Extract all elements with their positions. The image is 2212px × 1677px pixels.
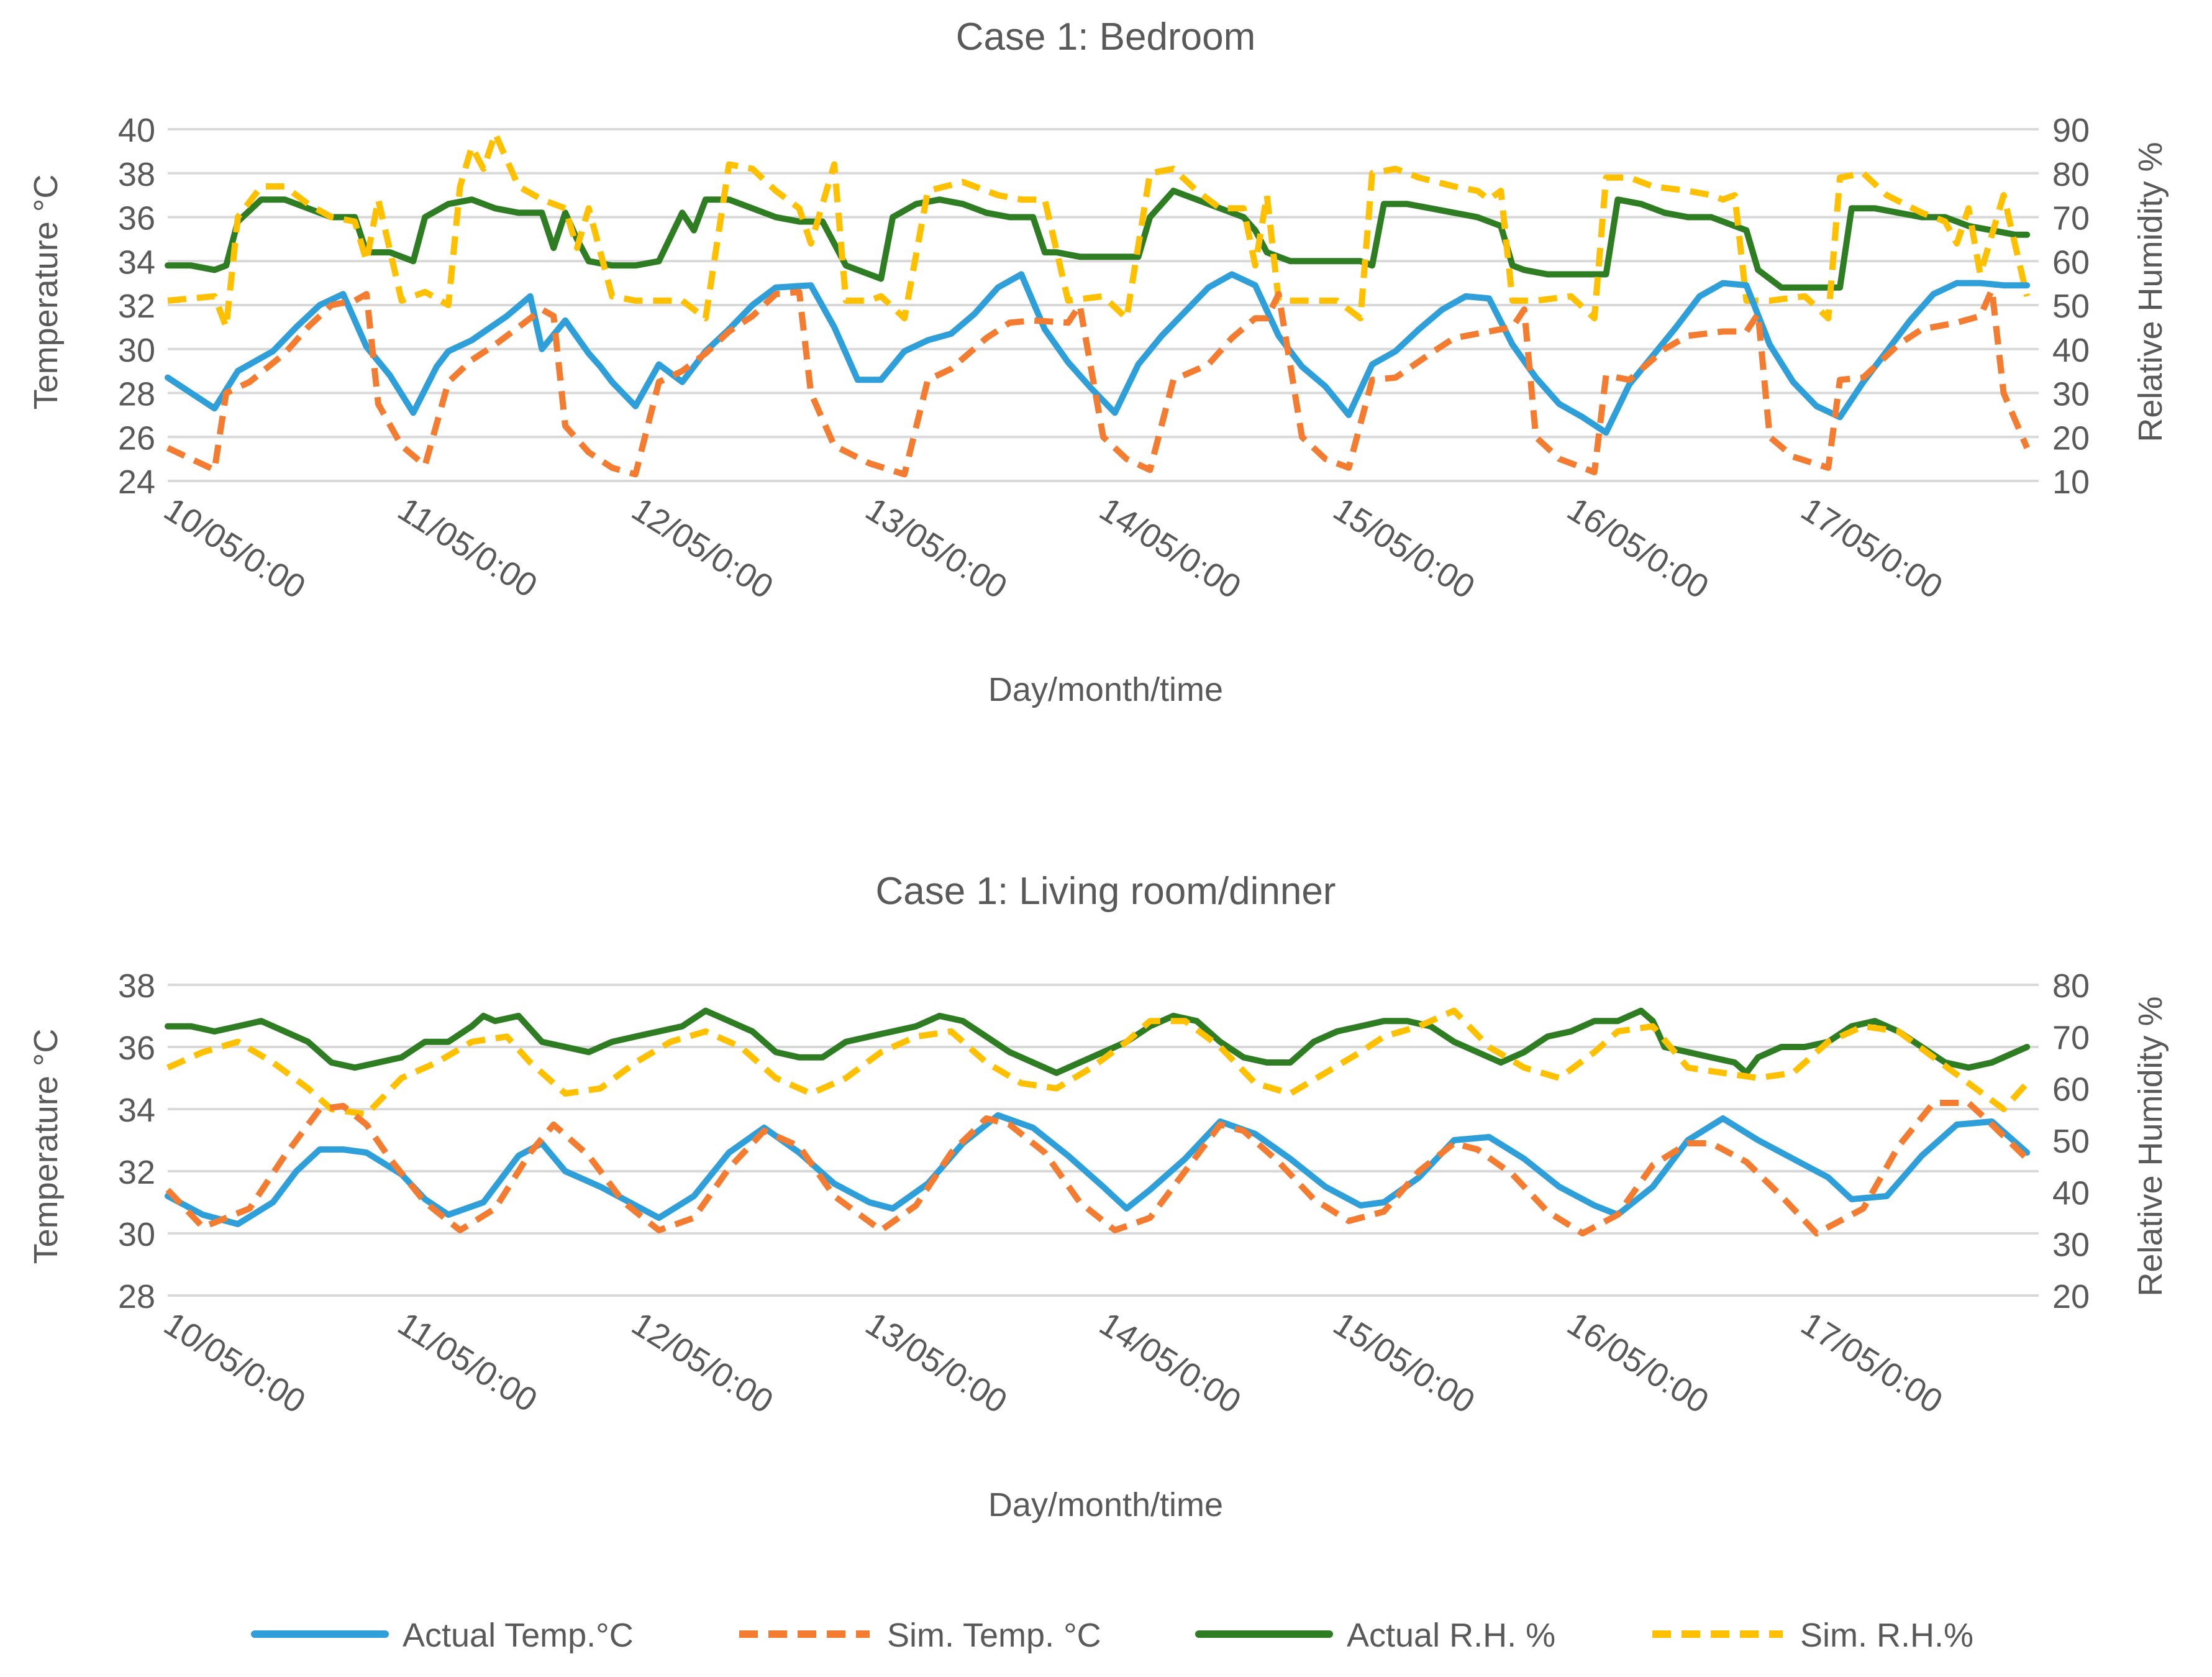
left-axis-ticks: 24 26 28 30 32 34 36 38 40: [118, 112, 155, 501]
y-tick-label: 38: [118, 967, 155, 1005]
x-tick-label: 17/05/0:00: [1795, 490, 1949, 606]
x-tick-label: 16/05/0:00: [1561, 490, 1715, 606]
y-tick-label: 32: [118, 1154, 155, 1191]
legend-item-actual-rh: Actual R.H. %: [1195, 1617, 1555, 1654]
legend: Actual Temp.°C Sim. Temp. °C Actual R.H.…: [251, 1617, 1973, 1654]
x-tick-label: 14/05/0:00: [1093, 490, 1247, 606]
x-tick-label: 16/05/0:00: [1561, 1305, 1715, 1420]
gridlines: [168, 984, 2039, 1297]
y-tick-label: 26: [118, 419, 155, 457]
y2-tick-label: 40: [2052, 1174, 2090, 1212]
x-axis-label: Day/month/time: [988, 1486, 1223, 1524]
y-tick-label: 30: [118, 1216, 155, 1253]
y-tick-label: 24: [118, 464, 155, 501]
y-tick-label: 36: [118, 200, 155, 237]
y-tick-label: 40: [118, 112, 155, 149]
y2-tick-label: 10: [2052, 464, 2090, 501]
series-line-sim-rh: [166, 1007, 2029, 1118]
right-axis-ticks: 20 30 40 50 60 70 80: [2052, 967, 2090, 1315]
x-tick-label: 10/05/0:00: [158, 490, 312, 606]
right-axis-label: Relative Humidity %: [2132, 996, 2169, 1296]
left-axis-ticks: 28 30 32 34 36 38: [118, 967, 155, 1315]
series-line-sim-temp: [165, 1100, 2029, 1236]
y-tick-label: 34: [118, 244, 155, 281]
legend-label: Actual Temp.°C: [403, 1617, 634, 1654]
series-line-actual-temp: [165, 271, 2031, 436]
legend-label: Sim. Temp. °C: [887, 1617, 1101, 1654]
legend-label: Sim. R.H.%: [1800, 1617, 1973, 1654]
x-tick-label: 12/05/0:00: [626, 1305, 780, 1420]
y2-tick-label: 60: [2052, 244, 2090, 281]
y2-tick-label: 70: [2052, 1019, 2090, 1056]
x-tick-label: 11/05/0:00: [391, 1305, 544, 1419]
legend-item-actual-temp: Actual Temp.°C: [251, 1617, 634, 1654]
x-axis-label: Day/month/time: [988, 671, 1223, 708]
x-tick-label: 10/05/0:00: [158, 1305, 312, 1420]
bedroom-chart: Case 1: Bedroom 24 26 28 30 32 34 36 38 40 10 20 3…: [27, 16, 2169, 708]
y2-tick-label: 30: [2052, 376, 2090, 413]
series-line-sim-rh: [167, 130, 2031, 331]
series-line-actual-temp: [165, 1112, 2031, 1227]
series-lines: [165, 1007, 2031, 1236]
y2-tick-label: 80: [2052, 967, 2090, 1005]
y2-tick-label: 60: [2052, 1071, 2090, 1108]
series-lines: [165, 130, 2031, 478]
y-tick-label: 34: [118, 1092, 155, 1129]
legend-label: Actual R.H. %: [1347, 1617, 1555, 1654]
x-tick-label: 13/05/0:00: [859, 490, 1013, 606]
y-tick-label: 32: [118, 288, 155, 325]
x-tick-label: 12/05/0:00: [626, 490, 780, 606]
right-axis-ticks: 10 20 30 40 50 60 70 80 90: [2052, 112, 2090, 501]
y2-tick-label: 70: [2052, 200, 2090, 237]
y-tick-label: 30: [118, 332, 155, 369]
series-line-sim-temp: [166, 286, 2030, 478]
x-tick-label: 15/05/0:00: [1327, 490, 1481, 606]
right-axis-label: Relative Humidity %: [2132, 142, 2169, 442]
y2-tick-label: 80: [2052, 156, 2090, 193]
y2-tick-label: 50: [2052, 288, 2090, 325]
series-line-actual-rh: [165, 188, 2031, 291]
y2-tick-label: 50: [2052, 1123, 2090, 1160]
y-tick-label: 36: [118, 1030, 155, 1067]
x-tick-label: 14/05/0:00: [1093, 1305, 1247, 1420]
y2-tick-label: 30: [2052, 1227, 2090, 1264]
y2-tick-label: 40: [2052, 332, 2090, 369]
legend-item-sim-temp: Sim. Temp. °C: [739, 1617, 1101, 1654]
x-axis-ticks: 10/05/0:00 11/05/0:00 12/05/0:00 13/05/0:00…: [158, 1305, 1949, 1420]
y2-tick-label: 20: [2052, 1278, 2090, 1315]
gridlines: [168, 128, 2039, 482]
y-tick-label: 28: [118, 376, 155, 413]
y-tick-label: 28: [118, 1278, 155, 1315]
chart-title: Case 1: Bedroom: [956, 16, 1255, 58]
living-room-chart: Case 1: Living room/dinner 283032343638 …: [27, 870, 2169, 1524]
x-tick-label: 13/05/0:00: [859, 1305, 1013, 1420]
left-axis-label: Temperature °C: [27, 175, 65, 410]
y2-tick-label: 90: [2052, 112, 2090, 149]
y-tick-label: 38: [118, 156, 155, 193]
chart-title: Case 1: Living room/dinner: [876, 870, 1336, 913]
x-axis-ticks: 10/05/0:00 11/05/0:00 12/05/0:00 13/05/0:00…: [158, 490, 1949, 606]
series-line-actual-rh: [165, 1007, 2031, 1076]
left-axis-label: Temperature °C: [27, 1029, 65, 1264]
x-tick-label: 11/05/0:00: [391, 490, 544, 605]
x-tick-label: 17/05/0:00: [1795, 1305, 1949, 1420]
y2-tick-label: 20: [2052, 419, 2090, 457]
legend-item-sim-rh: Sim. R.H.%: [1652, 1617, 1973, 1654]
x-tick-label: 15/05/0:00: [1327, 1305, 1481, 1420]
